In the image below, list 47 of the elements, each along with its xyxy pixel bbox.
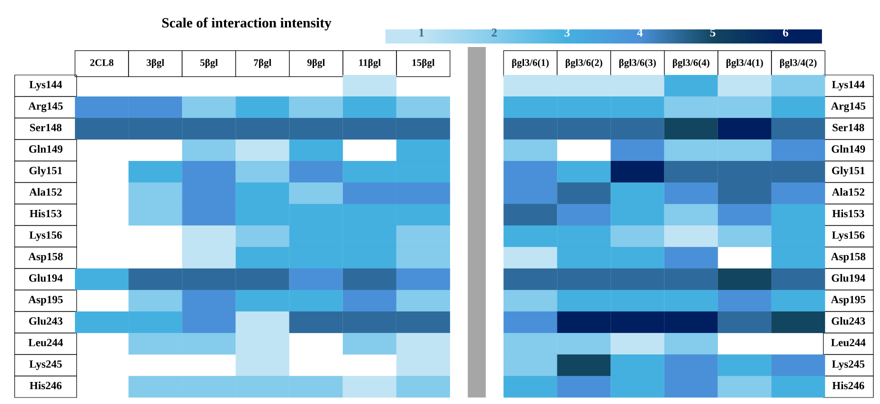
x-tick-label: βgl3/6(2) [566,58,602,68]
x-tick-label: βgl3/6(4) [672,58,710,68]
y2-tick-label: Gln149 [29,145,62,153]
x-tick-label: 5βgl [200,58,218,68]
y2-tick-label: Lys245 [29,360,62,370]
y2-tick-label: Arg145 [28,102,63,112]
y2-tick-label: Lys144 [29,80,62,91]
x-tick-label: βgl3/6(1) [512,58,549,68]
y-tick-label: Leu244 [831,338,866,346]
y2-tick-label: Asp158 [28,252,63,262]
x-tick-label: 15βgl [412,58,435,68]
y-tick-label: Ser148 [832,124,864,132]
y-tick-label: Glu194 [832,274,866,282]
color-bar-label: 2 [492,28,497,37]
y2-tick-label: Leu244 [28,338,63,346]
color-bar-title: Scale of interaction intensity [162,18,332,30]
x-tick-label: βgl3/4(1) [726,58,763,68]
y-tick-label: His246 [832,382,864,390]
y-tick-label: Arg145 [831,102,866,112]
y2-tick-label: His153 [30,210,62,218]
y-tick-label: Asp158 [831,252,866,262]
y-tick-label: Gln149 [832,145,866,153]
y-tick-label: Gly151 [832,166,865,177]
y-tick-label: Glu243 [832,317,866,325]
y2-tick-label: Ala152 [29,188,62,196]
y-tick-label: Ala152 [832,188,864,196]
x-tick-label: 11βgl [359,58,381,68]
y2-tick-label: His246 [30,382,62,390]
y-tick-label: Lys144 [832,80,865,91]
y2-tick-label: Ser148 [30,124,62,132]
y2-tick-label: Lys156 [29,231,62,242]
x-tick-label: 9βgl [307,58,325,68]
y-tick-label: Lys156 [832,231,864,242]
y-tick-label: Asp195 [831,296,866,306]
color-bar-label: 1 [419,28,424,36]
y2-tick-label: Gly151 [29,166,62,177]
y2-tick-label: Asp195 [28,296,63,306]
x-tick-label: 2CL8 [90,59,114,66]
y-tick-label: His153 [832,210,864,218]
y-tick-label: Lys245 [832,360,864,370]
x-tick-label: 7βgl [254,58,272,68]
x-tick-label: βgl3/6(3) [619,58,656,68]
x-tick-label: 3βgl [146,58,164,68]
y2-tick-label: Glu243 [29,317,62,325]
y2-tick-label: Glu194 [29,274,63,282]
x-tick-label: βgl3/4(2) [780,58,817,68]
color-bar-label: 4 [637,28,643,36]
